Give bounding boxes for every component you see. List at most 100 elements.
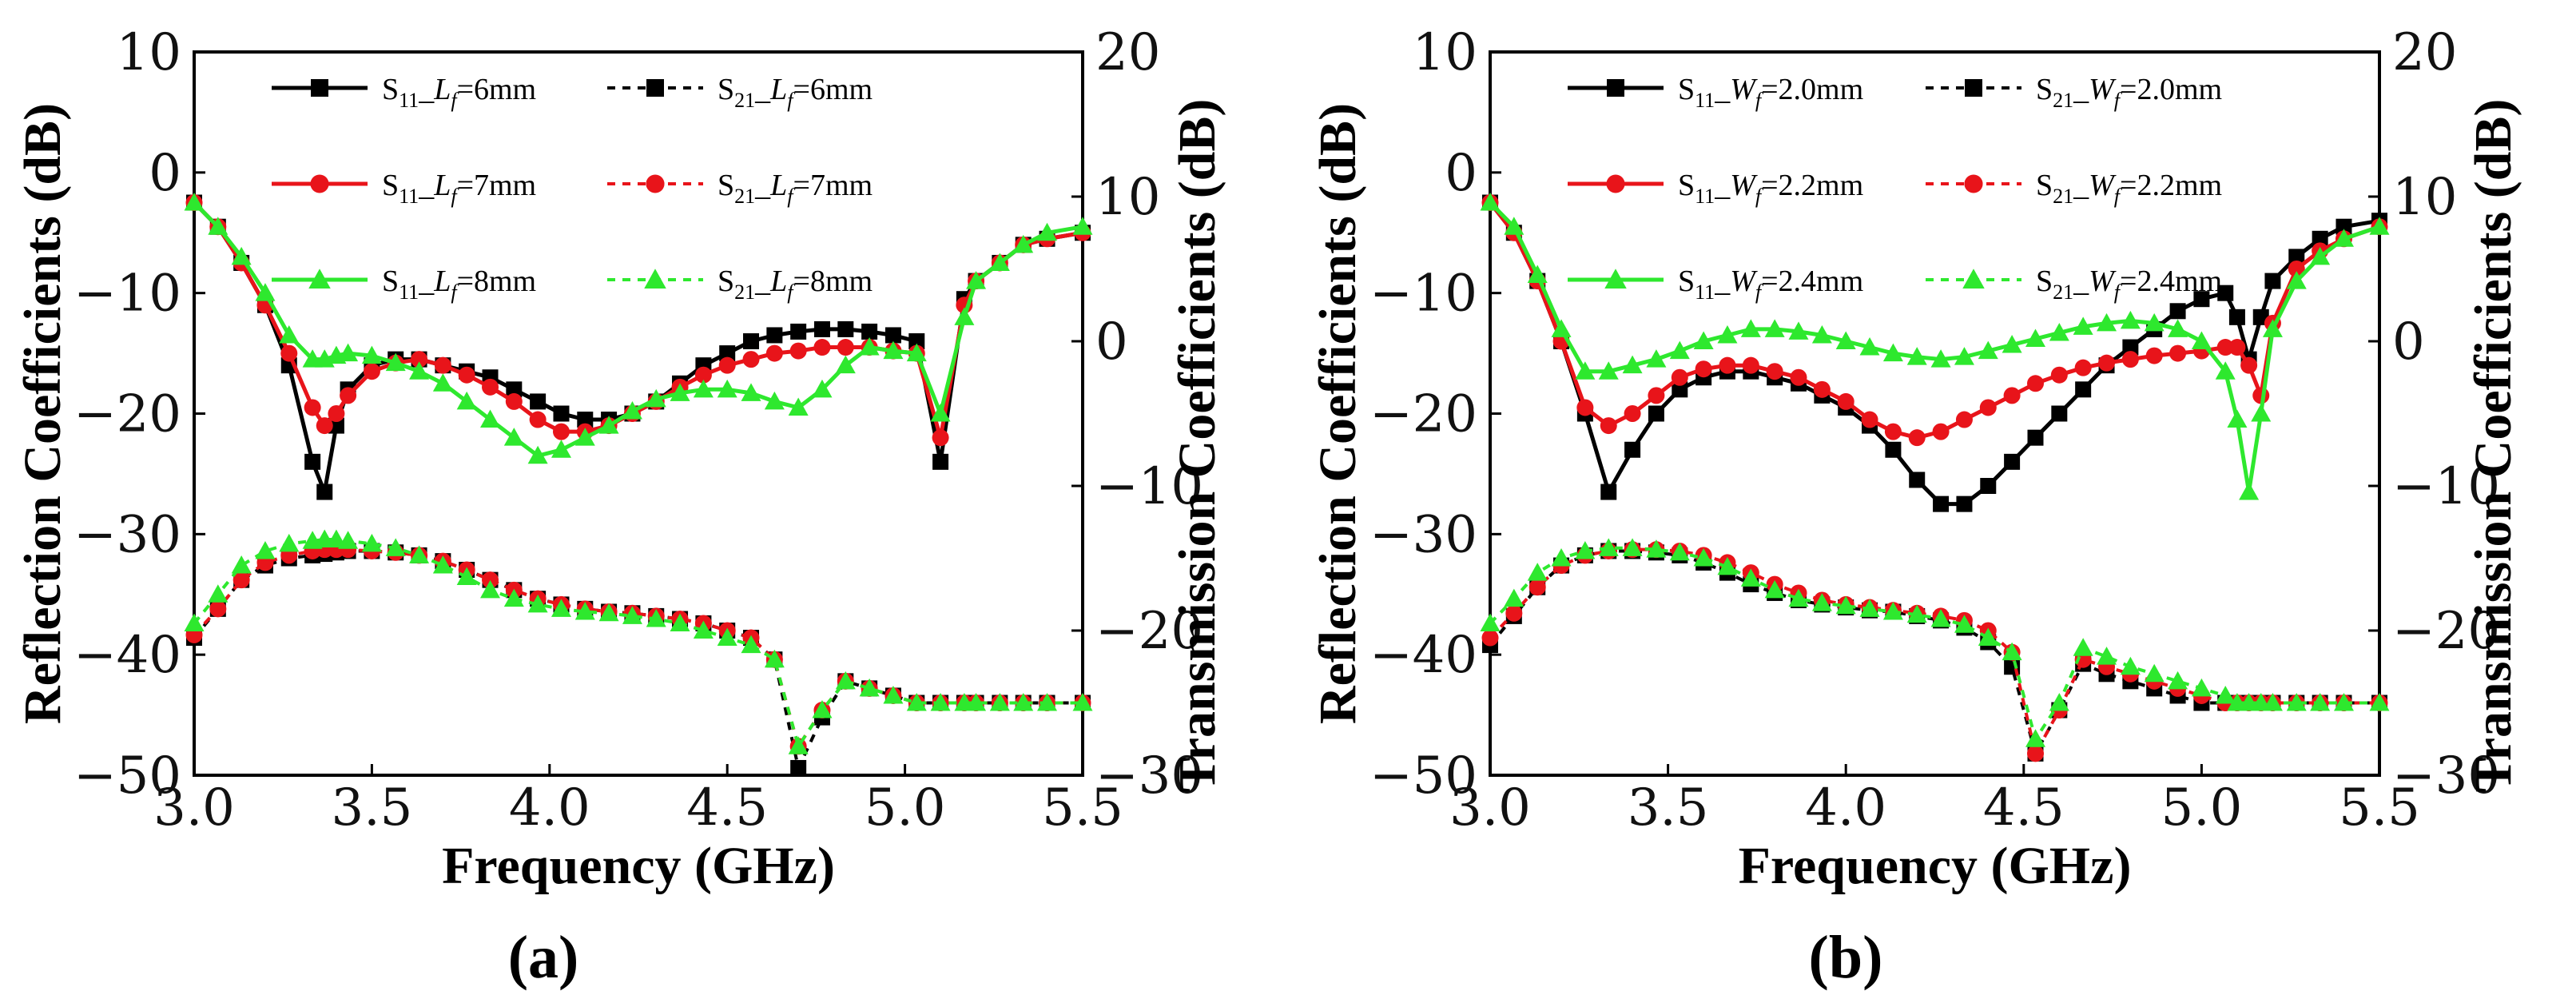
data-point <box>480 409 501 428</box>
data-point <box>2121 351 2139 368</box>
legend-label: S11_Wf=2.4mm <box>1678 265 1863 304</box>
data-point <box>670 613 690 631</box>
data-point <box>2168 319 2188 337</box>
data-point <box>2120 656 2141 675</box>
data-point <box>2191 678 2212 697</box>
data-point <box>2227 409 2248 428</box>
data-point <box>1529 579 1546 596</box>
data-point <box>719 345 736 362</box>
y2-tick-label: 0 <box>1095 312 1128 372</box>
series-S21_Lf=7mm <box>185 541 1091 755</box>
data-point <box>622 400 642 420</box>
data-point <box>279 533 300 552</box>
data-point <box>1909 472 1926 488</box>
series-line <box>193 549 1083 770</box>
data-point <box>670 383 690 401</box>
data-point <box>1742 356 1759 374</box>
data-point <box>1622 355 1643 374</box>
data-point <box>1624 405 1641 422</box>
data-point <box>1980 478 1997 494</box>
y2-tick-label: −30 <box>1095 746 1203 806</box>
x-tick-label: 5.0 <box>865 778 946 838</box>
data-point <box>2144 663 2165 683</box>
data-point <box>1930 609 1951 627</box>
data-point <box>1527 563 1548 581</box>
data-point <box>1505 604 1523 622</box>
data-point <box>255 283 276 301</box>
data-point <box>2120 310 2141 329</box>
data-point <box>2333 229 2354 247</box>
data-point <box>385 352 406 372</box>
data-point <box>361 533 382 552</box>
data-point <box>2239 482 2260 500</box>
y-tick-label: −30 <box>1369 505 1477 564</box>
data-point <box>2073 316 2093 335</box>
data-point <box>2191 331 2212 349</box>
legend-marker <box>644 269 666 289</box>
y2-tick-label: −10 <box>2392 457 2500 516</box>
data-point <box>837 320 854 337</box>
data-point <box>385 538 406 556</box>
data-point <box>1575 361 1596 380</box>
data-point <box>718 356 736 374</box>
data-point <box>1740 568 1761 587</box>
x-tick-label: 3.5 <box>1628 778 1709 838</box>
data-point <box>552 423 570 440</box>
data-point <box>813 339 831 356</box>
data-point <box>1037 222 1058 241</box>
y-tick-label: −20 <box>1369 385 1477 444</box>
data-point <box>2286 271 2307 289</box>
data-point <box>411 351 428 368</box>
data-point <box>1672 381 1688 398</box>
legend-marker <box>646 79 664 97</box>
data-point <box>432 373 453 392</box>
data-point <box>304 453 321 470</box>
y-tick-label: −30 <box>74 505 181 564</box>
data-point <box>885 327 901 344</box>
legend-entry: S21_Lf=7mm <box>607 169 873 208</box>
y2-tick-label: −30 <box>2392 746 2500 806</box>
data-point <box>1906 604 1927 623</box>
data-point <box>1956 496 1973 512</box>
data-point <box>1671 368 1688 386</box>
data-point <box>1717 324 1738 344</box>
legend-label: S21_Wf=2.0mm <box>2036 73 2222 112</box>
x-tick-label: 3.0 <box>1449 778 1531 838</box>
data-point <box>340 387 357 404</box>
data-point <box>966 693 987 711</box>
data-point <box>574 428 595 446</box>
series-S21_Lf=8mm <box>184 529 1093 754</box>
data-point <box>2228 339 2246 356</box>
data-point <box>458 366 475 384</box>
data-point <box>1764 579 1785 599</box>
data-point <box>1695 360 1712 378</box>
data-point <box>2312 230 2328 247</box>
data-point <box>480 579 501 599</box>
legend-entry: S11_Lf=7mm <box>272 169 536 208</box>
data-point <box>966 271 987 289</box>
data-point <box>482 571 499 589</box>
data-point <box>859 337 880 356</box>
data-point <box>2122 339 2139 356</box>
data-point <box>2193 291 2210 308</box>
data-point <box>1932 423 1950 440</box>
data-point <box>1719 356 1736 374</box>
data-point <box>208 584 229 603</box>
data-point <box>2098 354 2116 372</box>
data-point <box>1954 347 1974 365</box>
data-point <box>859 678 880 697</box>
data-point <box>1693 548 1714 567</box>
data-point <box>930 404 951 422</box>
data-point <box>908 333 925 349</box>
data-point <box>1837 392 1854 410</box>
data-point <box>456 391 477 410</box>
data-point <box>2026 375 2044 392</box>
data-point <box>2145 347 2163 364</box>
series-line <box>1489 201 2380 494</box>
chart-panel-b: 3.0 3.5 4.0 4.5 5.0 5.5 10 0 −10 −20 −30 −40 −50 20 10… <box>1309 23 2522 991</box>
y-tick-label: −40 <box>1369 626 1477 685</box>
data-point <box>1480 613 1501 631</box>
data-point <box>2216 339 2234 356</box>
data-point <box>2333 693 2354 711</box>
